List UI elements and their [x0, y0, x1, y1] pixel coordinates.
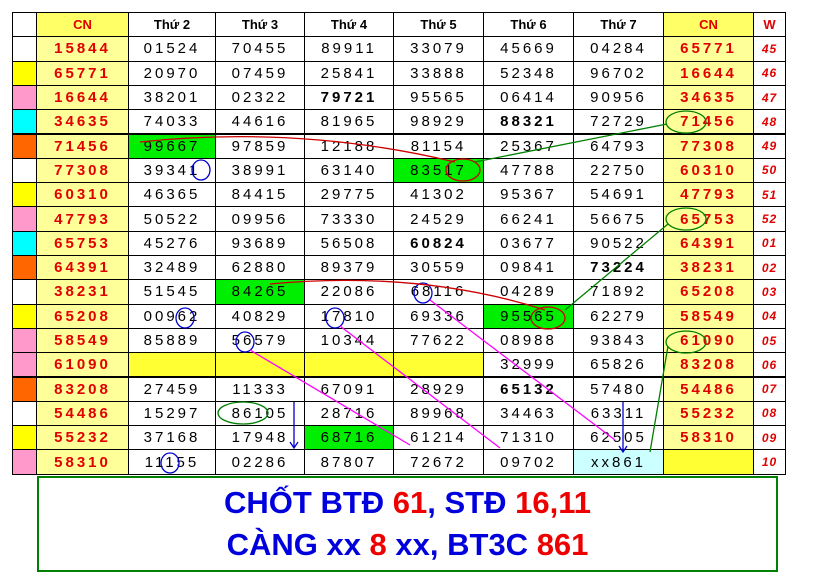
- table-cell: 60310: [36, 182, 129, 208]
- conclusion-text: CÀNG xx: [226, 527, 370, 562]
- conclusion-text: 16,11: [515, 485, 591, 520]
- conclusion-text: 61: [392, 485, 428, 520]
- table-cell: 38231: [36, 279, 129, 305]
- table-cell: 61090: [36, 352, 129, 378]
- table-cell: 65208: [36, 303, 129, 329]
- row-marker: [12, 352, 37, 378]
- arrows: [289, 402, 628, 454]
- table-cell: 65753: [663, 206, 754, 232]
- conclusion-line: CHỐT BTĐ 61, STĐ 16,11: [224, 482, 591, 524]
- table-cell: 83517: [393, 157, 484, 184]
- table-cell: 15844: [36, 36, 129, 62]
- table-cell: 16644: [663, 60, 754, 86]
- table-cell: 54486: [663, 376, 754, 402]
- row-marker: [12, 425, 37, 451]
- conclusion-text: , STĐ: [427, 485, 516, 520]
- table-cell: 65771: [36, 60, 129, 86]
- row-marker: [12, 157, 37, 184]
- table-cell: [663, 449, 754, 475]
- header-cell: CN: [36, 12, 129, 38]
- row-marker: [12, 303, 37, 329]
- table-cell: 10: [753, 449, 786, 475]
- row-marker: [12, 449, 37, 475]
- table-cell: 64391: [663, 230, 754, 256]
- conclusion-line: CÀNG xx 8 xx, BT3C 861: [227, 524, 589, 566]
- table-cell: 77308: [663, 133, 754, 159]
- row-marker: [12, 255, 37, 281]
- circles: [160, 159, 433, 474]
- conclusion-text: CHỐT BTĐ: [224, 485, 393, 520]
- table-cell: xx861: [573, 449, 664, 475]
- table-cell: 84265: [215, 279, 305, 305]
- conclusion-text: 8: [369, 527, 387, 562]
- conclusion-box: CHỐT BTĐ 61, STĐ 16,11 CÀNG xx 8 xx, BT3…: [37, 476, 778, 572]
- table-cell: 95565: [483, 303, 574, 329]
- ovals: [217, 110, 707, 425]
- conclusion-text: xx, BT3C: [386, 527, 537, 562]
- green-links: [474, 123, 669, 453]
- magenta-links: [249, 299, 616, 449]
- conclusion-text: 861: [536, 527, 589, 562]
- table-cell: 47793: [663, 182, 754, 208]
- table-cell: 55232: [663, 400, 754, 427]
- table-cell: 83208: [663, 352, 754, 378]
- table-cell: 16644: [36, 84, 129, 111]
- table-cell: 58310: [36, 449, 129, 475]
- table-cell: 64391: [36, 255, 129, 281]
- table-cell: 83208: [36, 376, 129, 402]
- table-cell: 55232: [36, 425, 129, 451]
- table-cell: 58549: [36, 327, 129, 354]
- red-marks: [139, 136, 566, 330]
